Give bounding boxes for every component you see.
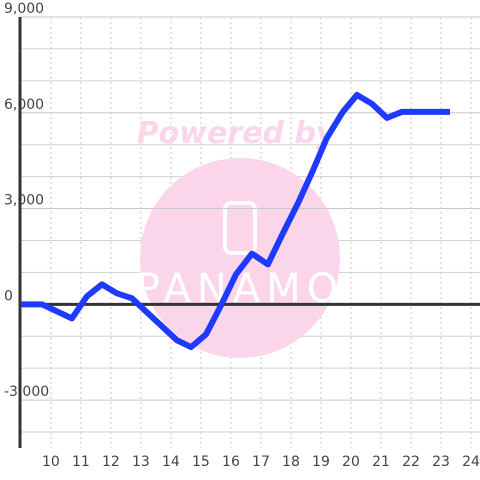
y-tick-label: 3,000: [4, 193, 44, 209]
x-tick-label: 11: [72, 454, 90, 470]
watermark-icon: [223, 201, 257, 255]
y-tick-label: 9,000: [4, 1, 44, 17]
x-tick-label: 20: [342, 454, 360, 470]
watermark: Powered by PANAMO: [136, 116, 340, 358]
y-tick-label: 6,000: [4, 97, 44, 113]
watermark-text: Powered by: [137, 116, 337, 151]
x-tick-label: 15: [192, 454, 210, 470]
watermark-circle: [140, 158, 340, 358]
x-tick-label: 12: [102, 454, 120, 470]
x-tick-label: 22: [402, 454, 420, 470]
x-tick-label: 14: [162, 454, 180, 470]
x-tick-label: 21: [372, 454, 390, 470]
data-line: [20, 91, 450, 351]
x-tick-label: 18: [282, 454, 300, 470]
x-tick-label: 10: [42, 454, 60, 470]
y-tick-label: -3,000: [4, 384, 49, 400]
x-tick-label: 17: [252, 454, 270, 470]
y-tick-label: 0: [4, 288, 13, 304]
x-tick-label: 24: [462, 454, 480, 470]
x-tick-label: 13: [132, 454, 150, 470]
x-tick-label: 16: [222, 454, 240, 470]
x-tick-label: 19: [312, 454, 330, 470]
x-tick-label: 23: [432, 454, 450, 470]
